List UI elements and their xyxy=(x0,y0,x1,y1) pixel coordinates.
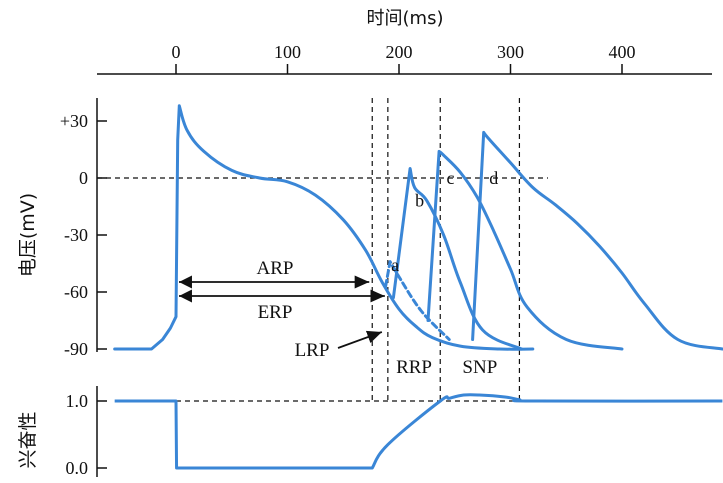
rrp-label: RRP xyxy=(396,357,432,378)
excitability-series xyxy=(114,393,723,470)
snp-label: SNP xyxy=(462,357,497,378)
y-tick-label: -30 xyxy=(64,225,88,245)
label-d: d xyxy=(489,168,498,188)
excitability-line xyxy=(114,393,723,470)
x-tick-label: 200 xyxy=(386,42,413,62)
label-b: b xyxy=(415,191,424,211)
y-axis-title: 电压(mV) xyxy=(17,193,39,277)
x-axis-ticks: 0 100 200 300 400 xyxy=(172,42,636,74)
y-tick-label: +30 xyxy=(60,111,88,131)
y-axis-ticks: +30 0 -30 -60 -90 xyxy=(60,111,107,359)
x-tick-label: 400 xyxy=(609,42,636,62)
arp-label: ARP xyxy=(257,258,294,279)
x-tick-label: 0 xyxy=(172,42,181,62)
response-line-d xyxy=(471,130,723,351)
label-c: c xyxy=(447,168,455,188)
response-line-b xyxy=(391,167,524,351)
excitability-axis-title: 兴奋性 xyxy=(17,411,39,468)
action-potential-series xyxy=(113,104,723,351)
response-line-c xyxy=(426,149,624,351)
excitability-axis-ticks: 1.0 0.0 xyxy=(66,391,107,478)
y-tick-label: -60 xyxy=(64,282,88,302)
excitability-tick-label: 0.0 xyxy=(66,458,89,478)
label-a: a xyxy=(391,255,399,275)
response-line-a xyxy=(384,260,451,341)
y-tick-label: 0 xyxy=(79,168,88,188)
excitability-tick-label: 1.0 xyxy=(66,391,89,411)
action-potential-line xyxy=(113,104,535,351)
erp-label: ERP xyxy=(258,302,293,323)
x-axis-title: 时间(ms) xyxy=(367,8,444,29)
lrp-pointer-arrow xyxy=(337,330,383,349)
x-tick-label: 100 xyxy=(274,42,301,62)
reference-lines xyxy=(97,98,548,402)
x-tick-label: 300 xyxy=(497,42,524,62)
y-tick-label: -90 xyxy=(64,339,88,359)
lrp-label: LRP xyxy=(295,340,330,361)
